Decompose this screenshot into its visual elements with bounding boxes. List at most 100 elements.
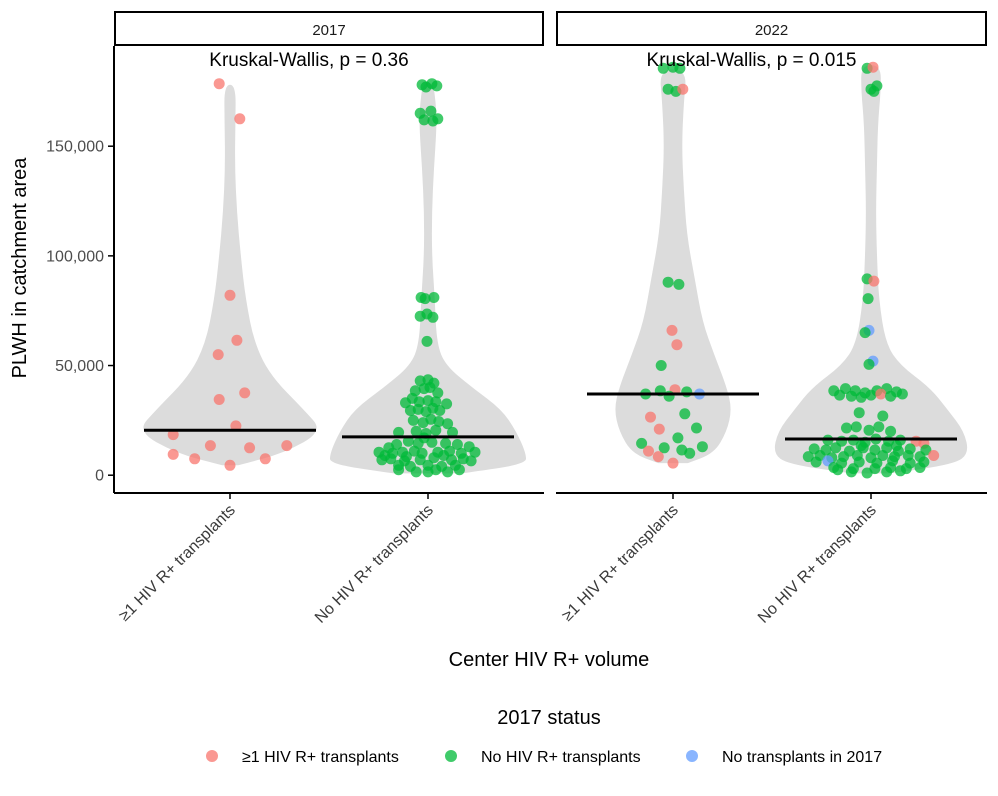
- data-point: [167, 448, 179, 460]
- data-point: [453, 464, 465, 476]
- data-point: [431, 80, 443, 92]
- data-point: [845, 390, 857, 402]
- data-point: [419, 293, 431, 305]
- data-point: [681, 386, 693, 398]
- data-point: [885, 425, 897, 437]
- data-point: [653, 423, 665, 435]
- data-point: [420, 81, 432, 93]
- data-point: [667, 457, 679, 469]
- data-point: [427, 311, 439, 323]
- data-point: [830, 442, 842, 454]
- data-point: [425, 105, 437, 117]
- data-point: [877, 410, 889, 422]
- data-point: [410, 466, 422, 478]
- data-point: [281, 440, 293, 452]
- data-point: [657, 62, 669, 74]
- data-point: [928, 450, 940, 461]
- data-point: [802, 451, 814, 463]
- legend-key: [206, 750, 218, 762]
- data-point: [376, 454, 388, 466]
- legend-key: [445, 750, 457, 762]
- data-point: [204, 440, 216, 452]
- data-point: [259, 453, 271, 465]
- data-point: [881, 466, 893, 478]
- y-axis-title: PLWH in catchment area: [9, 157, 31, 379]
- data-point: [224, 459, 236, 471]
- data-point: [213, 394, 225, 405]
- data-point: [407, 414, 419, 426]
- violin-shape: [143, 84, 317, 466]
- data-point: [438, 450, 450, 461]
- data-point: [663, 390, 675, 402]
- violin-shape: [774, 65, 968, 474]
- data-point: [414, 454, 426, 466]
- data-point: [677, 83, 689, 95]
- data-point: [868, 275, 880, 287]
- data-point: [855, 440, 867, 452]
- data-point: [234, 113, 246, 125]
- panel-2017: ≥1 HIV R+ transplants No HIV R+ transplan…: [114, 50, 544, 627]
- data-point: [861, 467, 873, 479]
- data-point: [230, 420, 242, 432]
- data-point: [865, 389, 877, 401]
- data-point: [674, 62, 686, 74]
- x-tick-label: ≥1 HIV R+ transplants: [559, 502, 682, 625]
- data-point: [465, 455, 477, 467]
- legend-item: ≥1 HIV R+ transplants: [206, 749, 399, 766]
- data-point: [658, 442, 670, 454]
- data-point: [841, 422, 852, 434]
- data-point: [434, 405, 446, 416]
- data-point: [645, 411, 656, 423]
- data-point: [875, 388, 887, 400]
- data-point: [239, 387, 251, 399]
- data-point: [418, 114, 430, 126]
- data-point: [636, 437, 648, 449]
- data-point: [410, 425, 422, 437]
- data-point: [447, 426, 458, 438]
- kruskal-wallis-annotation: Kruskal-Wallis, p = 0.36: [209, 50, 408, 71]
- data-point: [189, 453, 201, 465]
- data-point: [914, 462, 926, 473]
- data-point: [834, 389, 846, 401]
- legend-item: No HIV R+ transplants: [445, 749, 641, 766]
- data-point: [850, 421, 862, 433]
- data-point: [224, 289, 236, 301]
- data-point: [867, 61, 879, 73]
- data-point: [891, 440, 902, 452]
- data-point: [441, 398, 453, 410]
- kruskal-wallis-annotation: Kruskal-Wallis, p = 0.015: [647, 50, 857, 71]
- data-point: [672, 432, 684, 444]
- data-point: [385, 453, 397, 465]
- facet-strips: 2017 2022: [114, 11, 987, 46]
- legend-label: No HIV R+ transplants: [481, 749, 641, 766]
- data-point: [862, 293, 874, 305]
- data-point: [684, 447, 696, 459]
- data-point: [873, 421, 885, 433]
- plot-panels: ≥1 HIV R+ transplants No HIV R+ transplan…: [114, 50, 987, 627]
- data-point: [400, 451, 412, 463]
- data-point: [696, 441, 708, 453]
- legend-key: [686, 750, 698, 762]
- data-point: [469, 446, 481, 458]
- x-tick-label: ≥1 HIV R+ transplants: [116, 502, 239, 625]
- data-point: [845, 466, 857, 478]
- data-point: [894, 465, 906, 477]
- data-point: [652, 451, 664, 463]
- legend-title: 2017 status: [497, 707, 600, 729]
- data-point: [421, 335, 433, 347]
- x-axis-title: Center HIV R+ volume: [449, 649, 650, 671]
- data-point: [451, 439, 463, 450]
- y-tick-label: 100,000: [46, 248, 104, 265]
- data-point: [679, 408, 691, 420]
- data-point: [433, 416, 445, 427]
- data-point: [442, 418, 454, 430]
- data-point: [896, 388, 908, 400]
- y-tick-label: 50,000: [55, 358, 104, 375]
- violin-shape: [615, 69, 731, 464]
- data-point: [213, 78, 225, 90]
- data-point: [402, 435, 414, 447]
- legend-label: ≥1 HIV R+ transplants: [242, 749, 399, 766]
- data-point: [442, 466, 454, 478]
- data-point: [231, 334, 243, 346]
